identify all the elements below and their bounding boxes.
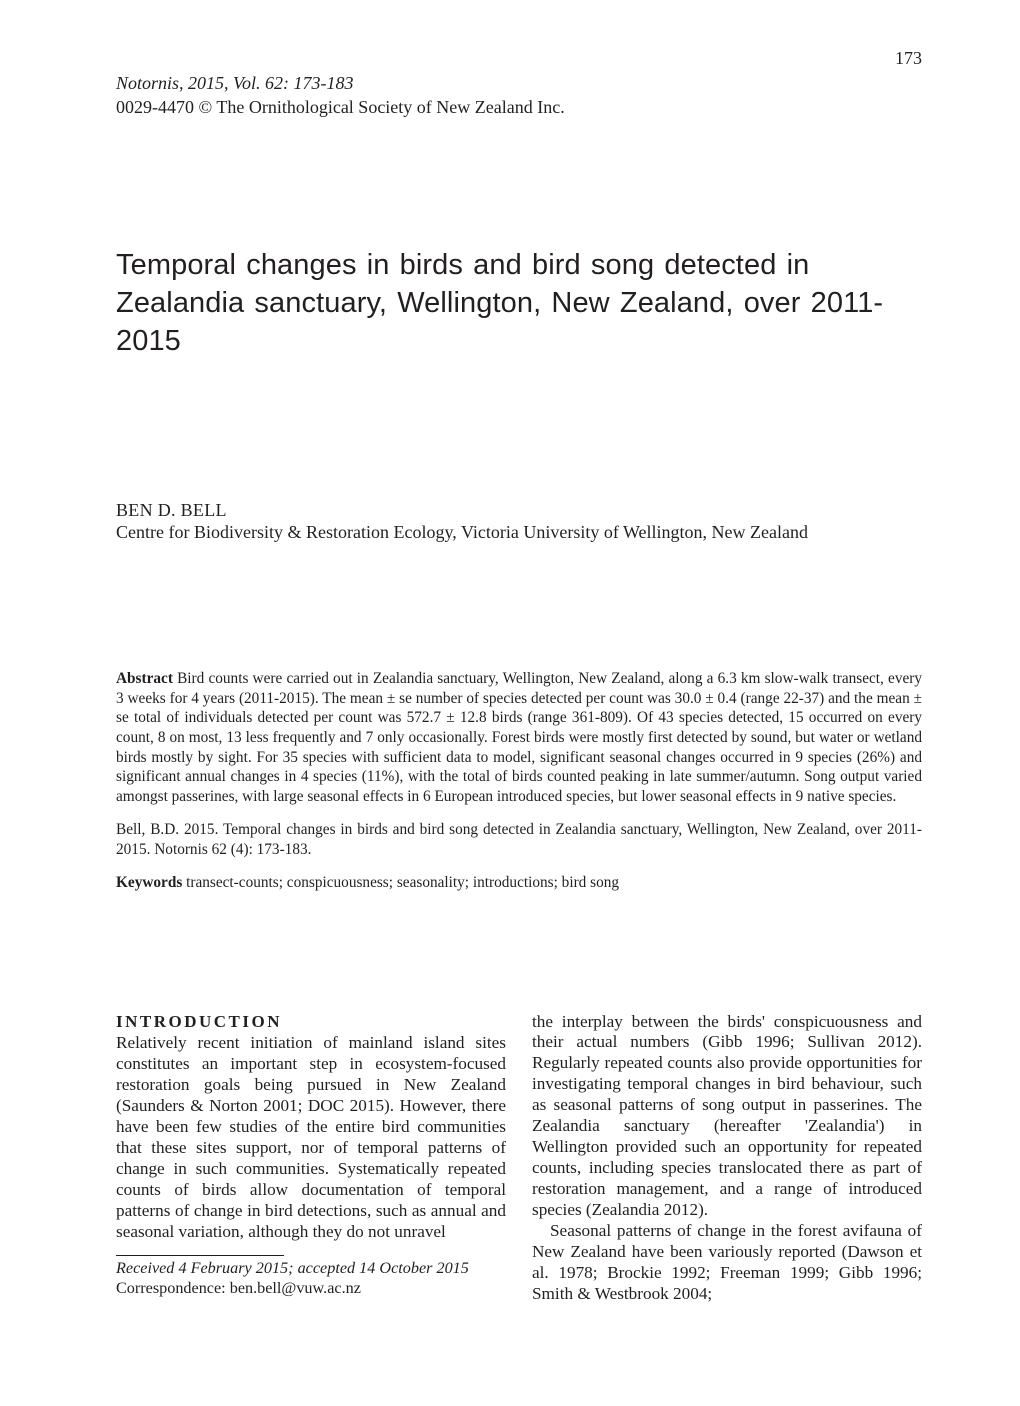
page-root: 173 Notornis, 2015, Vol. 62: 173-183 002… (0, 0, 1020, 1365)
body-columns: INTRODUCTION Relatively recent initiatio… (116, 1012, 922, 1306)
journal-citation: Notornis, 2015, Vol. 62: 173-183 (116, 72, 922, 95)
copyright-line: 0029-4470 © The Ornithological Society o… (116, 97, 922, 118)
right-column-paragraph-1: the interplay between the birds' conspic… (532, 1012, 922, 1222)
keywords: Keywords transect-counts; conspicuousnes… (116, 874, 922, 892)
page-number: 173 (895, 48, 922, 69)
abstract: Abstract Bird counts were carried out in… (116, 669, 922, 806)
abstract-text: Bird counts were carried out in Zealandi… (116, 670, 922, 804)
article-title: Temporal changes in birds and bird song … (116, 246, 922, 361)
abstract-label: Abstract (116, 670, 173, 687)
left-column: INTRODUCTION Relatively recent initiatio… (116, 1012, 506, 1306)
right-column-paragraph-2: Seasonal patterns of change in the fores… (532, 1221, 922, 1305)
left-column-paragraph: Relatively recent initiation of mainland… (116, 1033, 506, 1243)
introduction-heading: INTRODUCTION (116, 1012, 506, 1033)
right-column: the interplay between the birds' conspic… (532, 1012, 922, 1306)
self-citation: Bell, B.D. 2015. Temporal changes in bir… (116, 820, 922, 859)
author-name: BEN D. BELL (116, 500, 922, 521)
keywords-label: Keywords (116, 874, 182, 891)
footnote-correspondence: Correspondence: ben.bell@vuw.ac.nz (116, 1279, 361, 1297)
author-affiliation: Centre for Biodiversity & Restoration Ec… (116, 522, 922, 543)
footnote: Received 4 February 2015; accepted 14 Oc… (116, 1259, 506, 1299)
keywords-text: transect-counts; conspicuousness; season… (182, 874, 619, 891)
footnote-received: Received 4 February 2015; accepted 14 Oc… (116, 1259, 469, 1277)
footnote-rule (116, 1255, 284, 1256)
